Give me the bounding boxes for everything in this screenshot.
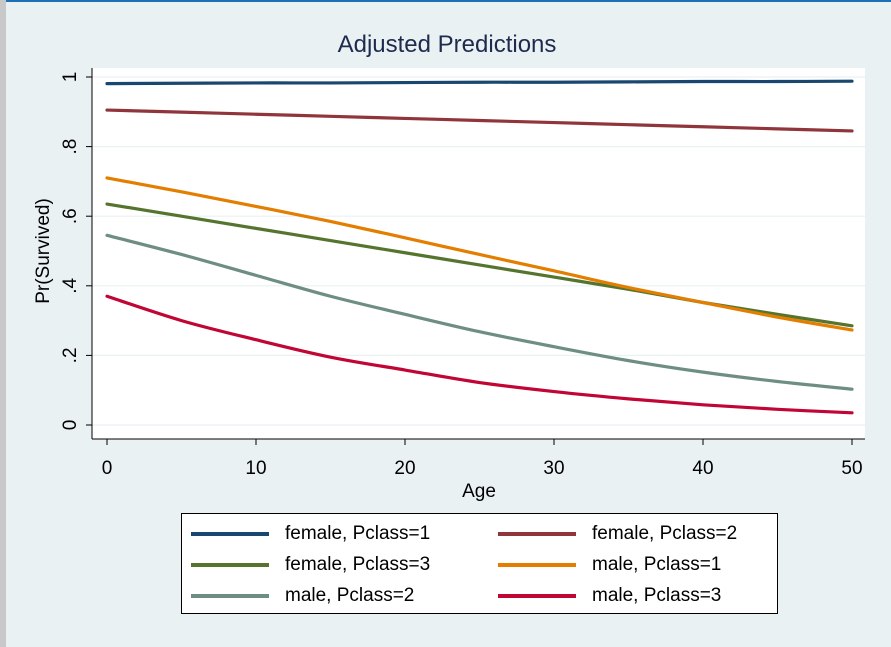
x-tick-label: 0 <box>102 458 113 479</box>
series-lines <box>105 79 854 415</box>
series-line <box>105 176 854 332</box>
chart-title: Adjusted Predictions <box>338 31 557 58</box>
x-axis: 0 10 20 30 40 50 <box>92 438 865 479</box>
legend-swatch <box>191 563 269 567</box>
y-tick-label: .2 <box>60 347 81 363</box>
y-axis: 0 .2 .4 .6 .8 1 <box>60 68 93 439</box>
x-tick-label: 50 <box>841 458 862 479</box>
legend-swatch <box>498 594 576 598</box>
legend-item: female, Pclass=3 <box>191 550 430 580</box>
y-tick-label: 0 <box>60 420 81 431</box>
legend-swatch <box>498 563 576 567</box>
legend-swatch <box>191 594 269 598</box>
legend-label: female, Pclass=3 <box>285 554 431 575</box>
legend-label: female, Pclass=2 <box>592 523 738 544</box>
window-left-border <box>0 0 6 647</box>
legend: female, Pclass=1 female, Pclass=2 female… <box>181 513 778 614</box>
y-tick-label: .6 <box>60 208 81 224</box>
legend-swatch <box>498 532 576 536</box>
y-tick-label: 1 <box>60 72 81 83</box>
x-axis-label: Age <box>462 481 496 502</box>
series-line <box>105 108 854 133</box>
x-tick-label: 30 <box>543 458 564 479</box>
legend-swatch <box>191 532 269 536</box>
y-tick-label: .4 <box>60 277 81 293</box>
legend-item: male, Pclass=2 <box>191 581 414 611</box>
series-line <box>105 79 854 86</box>
y-axis-label: Pr(Survived) <box>33 198 54 304</box>
series-line <box>105 294 854 415</box>
x-tick-label: 10 <box>245 458 266 479</box>
y-tick-label: .8 <box>60 139 81 155</box>
x-tick-label: 40 <box>692 458 713 479</box>
legend-label: male, Pclass=2 <box>285 585 415 606</box>
legend-label: male, Pclass=1 <box>592 554 722 575</box>
x-tick-label: 20 <box>394 458 415 479</box>
legend-item: male, Pclass=1 <box>498 550 721 580</box>
gridlines <box>92 76 865 426</box>
legend-item: female, Pclass=1 <box>191 519 430 549</box>
legend-item: male, Pclass=3 <box>498 581 721 611</box>
legend-item: female, Pclass=2 <box>498 519 737 549</box>
legend-label: female, Pclass=1 <box>285 523 431 544</box>
series-line <box>105 233 854 391</box>
legend-label: male, Pclass=3 <box>592 585 722 606</box>
window-top-border <box>0 0 891 2</box>
